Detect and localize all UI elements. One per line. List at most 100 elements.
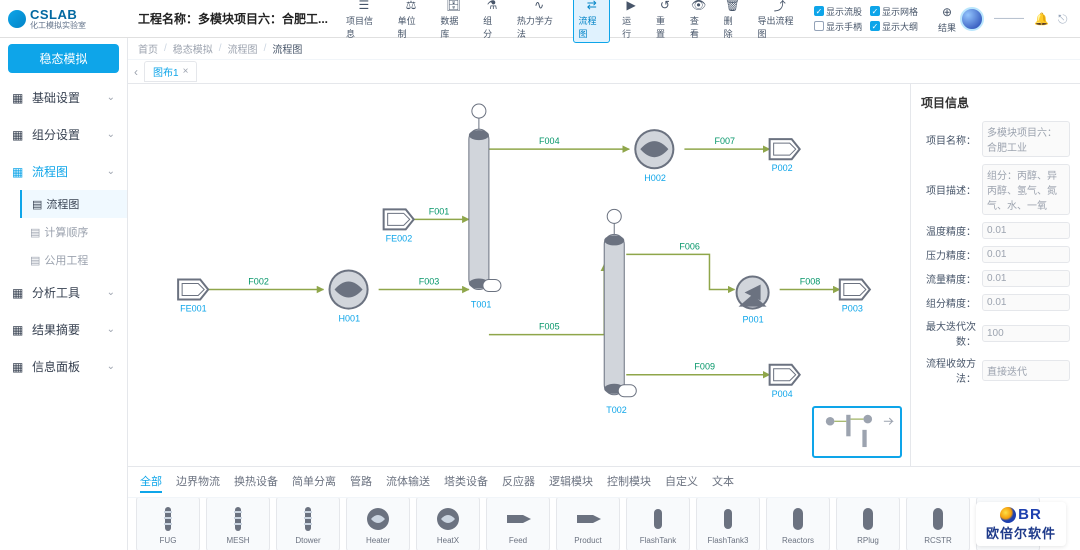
- stream-label: F002: [248, 277, 269, 287]
- palette-tab[interactable]: 简单分离: [292, 471, 336, 493]
- info-icon: ☰: [356, 0, 372, 13]
- sidebar-group[interactable]: ▦信息面板⌄: [0, 348, 127, 385]
- field-value[interactable]: 100: [982, 325, 1070, 342]
- stream-label: F003: [419, 277, 440, 287]
- palette-item-heater[interactable]: Heater: [346, 498, 410, 550]
- field-value[interactable]: 直接迭代: [982, 360, 1070, 381]
- unit-label: T002: [606, 405, 627, 415]
- palette-item-rplug[interactable]: RPlug: [836, 498, 900, 550]
- palette-tab[interactable]: 控制模块: [607, 471, 651, 493]
- unit-T002[interactable]: [604, 209, 636, 396]
- canvas-tab[interactable]: 图布1 ×: [144, 61, 197, 82]
- result-button[interactable]: ⊕ 结果: [934, 2, 960, 36]
- toolbar-thermo-button[interactable]: ∿热力学方法: [513, 0, 566, 42]
- chevron-down-icon: ⌄: [107, 361, 115, 372]
- palette-item-mesh[interactable]: MESH: [206, 498, 270, 550]
- stream-label: F007: [714, 136, 735, 146]
- palette-item-dtower[interactable]: Dtower: [276, 498, 340, 550]
- view-check[interactable]: ✓显示网格: [870, 5, 918, 18]
- palette-tab[interactable]: 反应器: [502, 471, 535, 493]
- field-value[interactable]: 多模块项目六：合肥工业: [982, 121, 1070, 157]
- palette-tab[interactable]: 文本: [712, 471, 734, 493]
- minimap[interactable]: [812, 406, 902, 458]
- palette-tab[interactable]: 自定义: [665, 471, 698, 493]
- globe-icon: ⊕: [939, 4, 955, 20]
- toolbar-info-button[interactable]: ☰项目信息: [342, 0, 386, 42]
- palette-item-feed[interactable]: Feed: [486, 498, 550, 550]
- flowsheet-canvas[interactable]: F002F001F003F004F007F005F006F008F009FE00…: [128, 84, 910, 466]
- sidebar-group[interactable]: ▦分析工具⌄: [0, 274, 127, 311]
- unit-P004[interactable]: [770, 365, 800, 385]
- sidebar-subitem[interactable]: ▤计算顺序: [20, 218, 127, 246]
- field-value[interactable]: 0.01: [982, 222, 1070, 239]
- view-check[interactable]: ✓显示大纲: [870, 20, 918, 33]
- toolbar-del-button[interactable]: 🗑删除: [720, 0, 746, 42]
- palette-tab[interactable]: 换热设备: [234, 471, 278, 493]
- field-label: 流程收敛方法：: [921, 355, 976, 385]
- logo: CSLAB 化工模拟实验室: [8, 7, 128, 31]
- unit-FE001[interactable]: [178, 279, 208, 299]
- sidebar-group[interactable]: ▦流程图⌄: [0, 153, 127, 190]
- unit-H002[interactable]: [634, 129, 674, 169]
- unit-P001[interactable]: [737, 276, 769, 308]
- palette-tab[interactable]: 边界物流: [176, 471, 220, 493]
- avatar[interactable]: [960, 7, 984, 31]
- field-value[interactable]: 0.01: [982, 294, 1070, 311]
- palette-tab[interactable]: 流体输送: [386, 471, 430, 493]
- breadcrumb-item[interactable]: 首页: [138, 41, 158, 56]
- close-icon[interactable]: ×: [183, 66, 189, 77]
- sidebar-subitem[interactable]: ▤公用工程: [20, 246, 127, 274]
- toolbar-comp-button[interactable]: ⚗组分: [479, 0, 505, 42]
- checkbox-icon: [814, 21, 824, 31]
- toolbar-db-button[interactable]: 🗄数据库: [436, 0, 471, 42]
- toolbar-flow-button[interactable]: ⇄流程图: [573, 0, 610, 43]
- palette-item-reactors[interactable]: Reactors: [766, 498, 830, 550]
- unit-P002[interactable]: [770, 139, 800, 159]
- unit-H001[interactable]: [329, 269, 369, 309]
- units-icon: ⚖: [403, 0, 419, 13]
- group-icon: ▦: [12, 286, 26, 300]
- toolbar-save-button[interactable]: 👁查看: [686, 0, 712, 42]
- breadcrumb-item: 流程图: [272, 41, 302, 56]
- logout-icon[interactable]: ⎋: [1058, 12, 1072, 26]
- chevron-down-icon: ⌄: [107, 129, 115, 140]
- chevron-down-icon: ⌄: [107, 92, 115, 103]
- palette-item-rcstr[interactable]: RCSTR: [906, 498, 970, 550]
- palette-item-flashtank3[interactable]: FlashTank3: [696, 498, 760, 550]
- palette-tab[interactable]: 全部: [140, 471, 162, 493]
- unit-FE002[interactable]: [384, 209, 414, 229]
- toolbar-run-button[interactable]: ▶运行: [618, 0, 644, 42]
- stream-label: F005: [539, 322, 560, 332]
- palette-item-flashtank[interactable]: FlashTank: [626, 498, 690, 550]
- palette-tab[interactable]: 管路: [350, 471, 372, 493]
- palette-tab[interactable]: 塔类设备: [444, 471, 488, 493]
- view-check[interactable]: 显示手柄: [814, 20, 862, 33]
- sidebar-group[interactable]: ▦结果摘要⌄: [0, 311, 127, 348]
- simulate-button[interactable]: 稳态模拟: [8, 44, 119, 73]
- checkbox-icon: ✓: [870, 6, 880, 16]
- palette-item-heatx[interactable]: HeatX: [416, 498, 480, 550]
- breadcrumb-item[interactable]: 稳态模拟: [173, 41, 213, 56]
- stream-F006[interactable]: [626, 254, 734, 289]
- equipment-icon: [571, 504, 605, 534]
- unit-T001[interactable]: [469, 104, 501, 291]
- palette-tab[interactable]: 逻辑模块: [549, 471, 593, 493]
- unit-label: P004: [772, 389, 793, 399]
- palette-item-product[interactable]: Product: [556, 498, 620, 550]
- field-value[interactable]: 组分：丙醇、异丙醇、氢气、氮气、水、一氧: [982, 164, 1070, 215]
- view-check[interactable]: ✓显示流股: [814, 5, 862, 18]
- field-value[interactable]: 0.01: [982, 270, 1070, 287]
- sidebar-group[interactable]: ▦基础设置⌄: [0, 79, 127, 116]
- sidebar-group[interactable]: ▦组分设置⌄: [0, 116, 127, 153]
- palette-item-fug[interactable]: FUG: [136, 498, 200, 550]
- tabs-collapse-icon[interactable]: ‹: [134, 65, 138, 79]
- field-value[interactable]: 0.01: [982, 246, 1070, 263]
- toolbar-units-button[interactable]: ⚖单位制: [394, 0, 429, 42]
- sidebar-subitem[interactable]: ▤流程图: [20, 190, 127, 218]
- unit-P003[interactable]: [840, 279, 870, 299]
- bell-icon[interactable]: 🔔: [1034, 12, 1048, 26]
- toolbar-reset-button[interactable]: ↺重置: [652, 0, 678, 42]
- toolbar-export-button[interactable]: ⤴导出流程图: [753, 0, 806, 42]
- breadcrumb-item[interactable]: 流程图: [228, 41, 258, 56]
- equipment-icon: [851, 504, 885, 534]
